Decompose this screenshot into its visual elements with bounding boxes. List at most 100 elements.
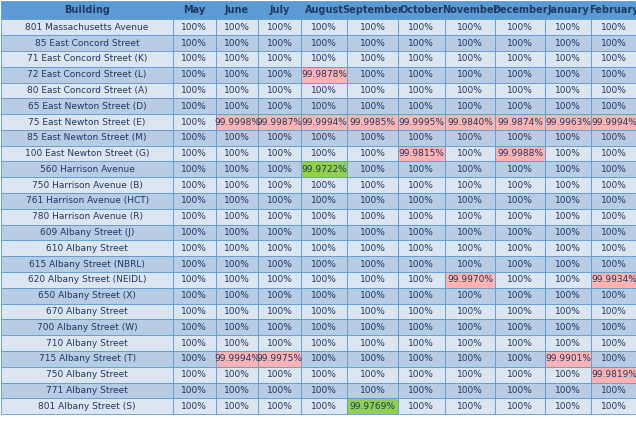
Text: 100%: 100% (602, 133, 627, 142)
Bar (1, 319, 173, 335)
Bar (445, 114, 495, 130)
Bar (347, 224, 398, 240)
Text: 100%: 100% (602, 149, 627, 158)
Text: 100%: 100% (181, 54, 207, 64)
Text: 100%: 100% (311, 38, 337, 48)
Bar (495, 82, 545, 98)
Text: 710 Albany Street: 710 Albany Street (46, 339, 128, 348)
Bar (1, 224, 173, 240)
Text: 100%: 100% (311, 54, 337, 64)
Text: 100%: 100% (457, 291, 483, 300)
Bar (301, 177, 347, 193)
Text: 100%: 100% (602, 86, 627, 95)
Bar (258, 51, 301, 67)
Bar (347, 193, 398, 209)
Bar (173, 288, 216, 303)
Text: 100%: 100% (408, 307, 434, 316)
Bar (495, 351, 545, 367)
Text: February: February (590, 5, 636, 15)
Text: 100%: 100% (181, 339, 207, 348)
Text: 100%: 100% (602, 228, 627, 237)
Bar (545, 398, 591, 414)
Bar (301, 98, 347, 114)
Bar (398, 382, 445, 398)
Bar (398, 319, 445, 335)
Bar (591, 1, 636, 19)
Text: 100%: 100% (360, 102, 385, 111)
Text: 100%: 100% (311, 133, 337, 142)
Bar (173, 67, 216, 82)
Text: 100%: 100% (311, 386, 337, 395)
Text: 100%: 100% (181, 165, 207, 174)
Text: 99.9840%: 99.9840% (447, 117, 493, 127)
Text: 100%: 100% (408, 323, 434, 332)
Bar (173, 130, 216, 146)
Text: May: May (183, 5, 205, 15)
Text: 100%: 100% (555, 402, 581, 411)
Bar (347, 367, 398, 382)
Text: November: November (442, 5, 498, 15)
Bar (1, 256, 173, 272)
Bar (445, 19, 495, 35)
Bar (258, 303, 301, 319)
Bar (495, 1, 545, 19)
Text: 100%: 100% (181, 370, 207, 379)
Bar (1, 130, 173, 146)
Bar (301, 146, 347, 161)
Text: 100%: 100% (311, 260, 337, 269)
Text: 99.9988%: 99.9988% (497, 149, 543, 158)
Bar (301, 82, 347, 98)
Bar (545, 193, 591, 209)
Text: 75 East Newton Street (E): 75 East Newton Street (E) (29, 117, 146, 127)
Bar (258, 177, 301, 193)
Bar (591, 398, 636, 414)
Bar (398, 19, 445, 35)
Bar (398, 351, 445, 367)
Bar (1, 1, 173, 19)
Text: 100%: 100% (266, 402, 293, 411)
Bar (445, 256, 495, 272)
Bar (216, 209, 258, 224)
Bar (258, 1, 301, 19)
Text: 80 East Concord Street (A): 80 East Concord Street (A) (27, 86, 148, 95)
Text: 100%: 100% (311, 228, 337, 237)
Text: 100%: 100% (181, 70, 207, 79)
Text: 100%: 100% (360, 86, 385, 95)
Text: 100%: 100% (266, 54, 293, 64)
Bar (347, 51, 398, 67)
Bar (258, 319, 301, 335)
Bar (591, 319, 636, 335)
Bar (445, 35, 495, 51)
Bar (495, 177, 545, 193)
Text: 100%: 100% (555, 260, 581, 269)
Bar (216, 98, 258, 114)
Bar (1, 146, 173, 161)
Text: 100%: 100% (457, 354, 483, 363)
Text: 100%: 100% (224, 275, 250, 284)
Bar (258, 335, 301, 351)
Text: 100%: 100% (508, 196, 533, 206)
Text: 100%: 100% (311, 307, 337, 316)
Bar (347, 288, 398, 303)
Text: 100%: 100% (555, 86, 581, 95)
Text: 100%: 100% (457, 228, 483, 237)
Text: 100%: 100% (360, 149, 385, 158)
Bar (398, 224, 445, 240)
Bar (591, 224, 636, 240)
Bar (216, 240, 258, 256)
Bar (258, 398, 301, 414)
Bar (591, 19, 636, 35)
Bar (398, 114, 445, 130)
Bar (173, 382, 216, 398)
Bar (258, 224, 301, 240)
Text: 100%: 100% (602, 402, 627, 411)
Bar (301, 35, 347, 51)
Text: 100%: 100% (555, 212, 581, 221)
Text: 100%: 100% (555, 38, 581, 48)
Bar (445, 177, 495, 193)
Bar (398, 177, 445, 193)
Text: 615 Albany Street (NBRL): 615 Albany Street (NBRL) (29, 260, 145, 269)
Bar (398, 51, 445, 67)
Bar (591, 351, 636, 367)
Bar (347, 1, 398, 19)
